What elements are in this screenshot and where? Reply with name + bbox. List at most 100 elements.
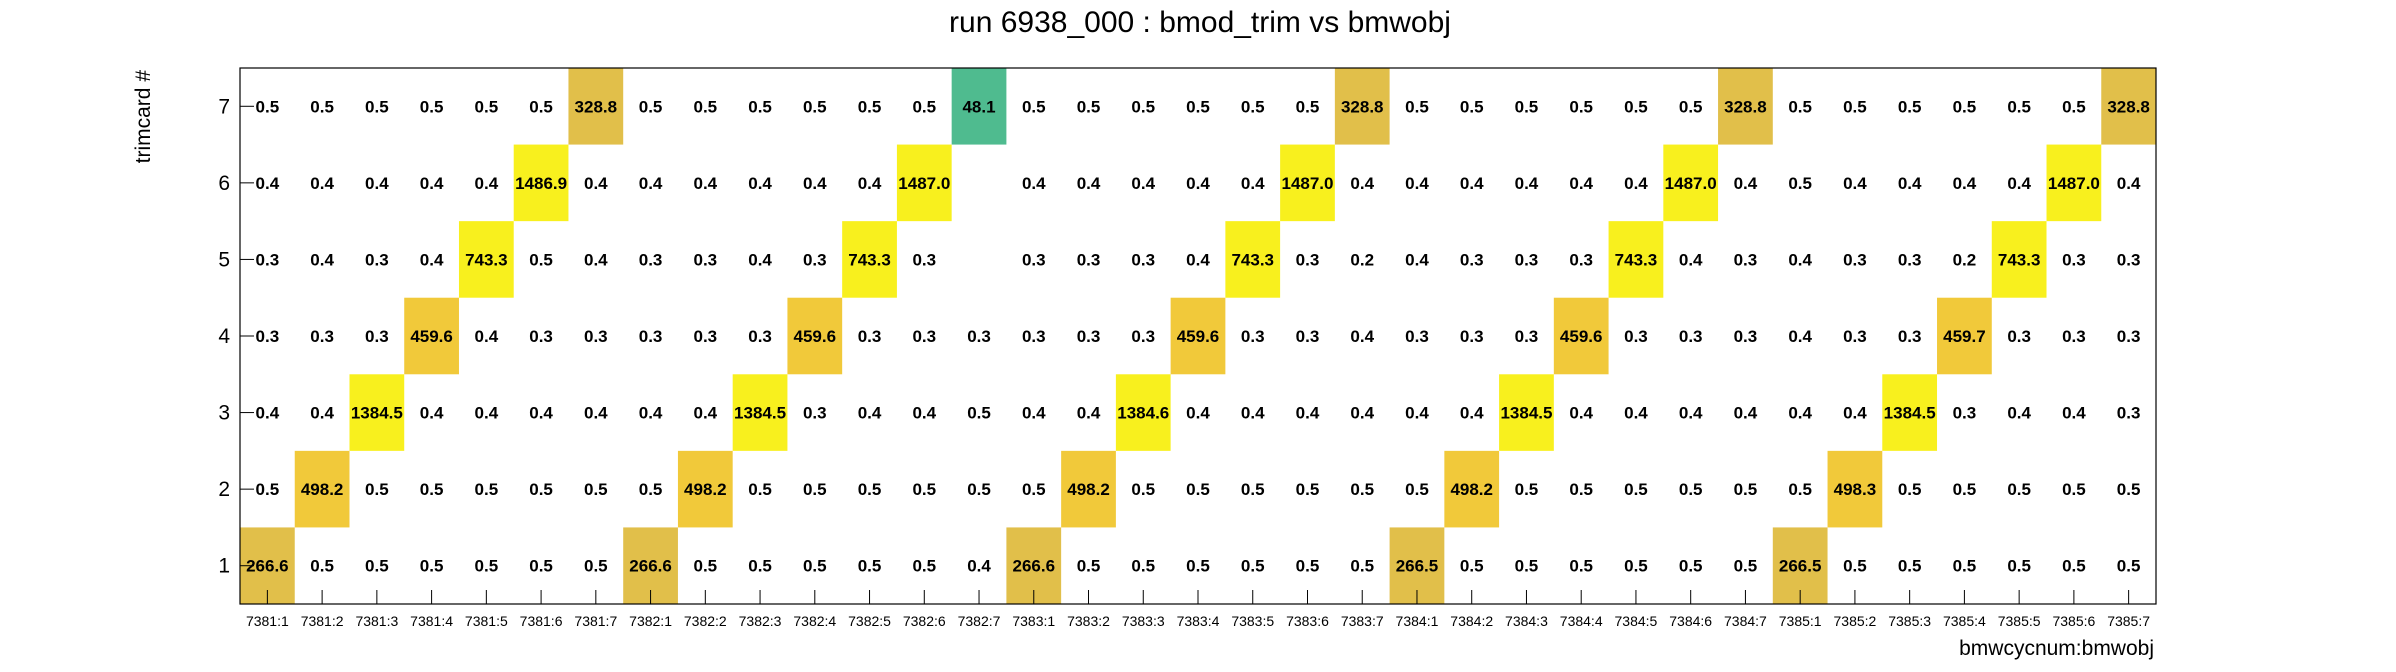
cell-value-label: 0.4 xyxy=(1405,250,1429,269)
cell-value-label: 1384.5 xyxy=(734,404,786,423)
heatmap-cell xyxy=(1061,450,1116,528)
x-tick-label: 7381:1 xyxy=(246,613,289,629)
cell-value-label: 0.5 xyxy=(529,250,553,269)
cell-value-label: 0.5 xyxy=(858,557,882,576)
cell-value-label: 0.5 xyxy=(2007,97,2031,116)
cell-value-label: 0.4 xyxy=(858,174,882,193)
cell-value-label: 0.5 xyxy=(1788,480,1812,499)
x-tick-label: 7384:4 xyxy=(1560,613,1603,629)
cell-value-label: 0.4 xyxy=(1077,174,1101,193)
cell-value-label: 498.2 xyxy=(1067,480,1110,499)
cell-value-label: 0.4 xyxy=(2062,404,2086,423)
cell-value-label: 1384.5 xyxy=(1500,404,1552,423)
cell-value-label: 0.5 xyxy=(2007,480,2031,499)
heatmap-cell xyxy=(1718,68,1773,145)
x-tick-label: 7383:4 xyxy=(1177,613,1220,629)
cell-value-label: 0.5 xyxy=(1898,97,1922,116)
cell-value-label: 0.2 xyxy=(1953,250,1977,269)
cell-value-label: 1487.0 xyxy=(898,174,950,193)
cell-value-label: 0.5 xyxy=(967,480,991,499)
cell-value-label: 0.3 xyxy=(912,250,936,269)
x-tick-label: 7382:3 xyxy=(739,613,782,629)
cell-value-label: 0.4 xyxy=(310,250,334,269)
cell-value-label: 743.3 xyxy=(848,250,891,269)
cell-value-label: 0.4 xyxy=(1624,174,1648,193)
cell-value-label: 0.5 xyxy=(1022,480,1046,499)
x-tick-label: 7381:3 xyxy=(355,613,398,629)
cell-value-label: 0.4 xyxy=(2007,174,2031,193)
cell-value-label: 0.3 xyxy=(529,327,553,346)
cell-value-label: 0.5 xyxy=(584,480,608,499)
cell-value-label: 0.5 xyxy=(1241,480,1265,499)
cell-value-label: 0.4 xyxy=(693,174,717,193)
cell-value-label: 0.5 xyxy=(365,557,389,576)
cell-value-label: 0.3 xyxy=(1241,327,1265,346)
x-tick-label: 7385:4 xyxy=(1943,613,1986,629)
cell-value-label: 0.4 xyxy=(1405,174,1429,193)
heatmap-cell xyxy=(1170,297,1226,375)
heatmap-cell xyxy=(1827,450,1883,528)
cell-value-label: 0.4 xyxy=(1515,174,1539,193)
cell-value-label: 0.4 xyxy=(584,174,608,193)
cell-value-label: 0.5 xyxy=(1843,97,1867,116)
cell-value-label: 0.5 xyxy=(1460,97,1484,116)
y-tick-label: 3 xyxy=(218,402,230,425)
cell-value-label: 498.2 xyxy=(1450,480,1493,499)
cell-value-label: 266.6 xyxy=(246,557,289,576)
cell-value-label: 48.1 xyxy=(962,97,995,116)
cell-value-label: 459.6 xyxy=(1560,327,1603,346)
cell-value-label: 0.5 xyxy=(365,97,389,116)
cell-value-label: 0.5 xyxy=(310,557,334,576)
cell-value-label: 328.8 xyxy=(1724,97,1767,116)
cell-value-label: 0.5 xyxy=(256,97,280,116)
y-tick-label: 2 xyxy=(218,478,230,501)
heatmap-cell xyxy=(1115,374,1171,451)
cell-value-label: 0.4 xyxy=(256,174,280,193)
cell-value-label: 0.4 xyxy=(1460,404,1484,423)
cell-value-label: 0.3 xyxy=(1515,327,1539,346)
cell-value-label: 0.4 xyxy=(1296,404,1320,423)
cell-value-label: 0.3 xyxy=(1624,327,1648,346)
cell-value-label: 459.7 xyxy=(1943,327,1986,346)
cell-value-label: 0.4 xyxy=(1679,404,1703,423)
cell-value-label: 498.2 xyxy=(684,480,727,499)
cell-value-label: 0.3 xyxy=(1131,250,1155,269)
cell-value-label: 0.5 xyxy=(748,557,772,576)
cell-value-label: 0.5 xyxy=(310,97,334,116)
cell-value-label: 0.4 xyxy=(1788,404,1812,423)
cell-value-label: 0.3 xyxy=(365,250,389,269)
x-tick-label: 7382:2 xyxy=(684,613,727,629)
cell-value-label: 0.4 xyxy=(475,174,499,193)
y-tick-label: 7 xyxy=(218,95,230,118)
cell-value-label: 743.3 xyxy=(1998,250,2041,269)
cell-value-label: 0.4 xyxy=(1843,174,1867,193)
x-tick-label: 7382:1 xyxy=(629,613,672,629)
cell-value-label: 0.3 xyxy=(803,250,827,269)
cell-value-label: 0.3 xyxy=(2062,327,2086,346)
cell-value-label: 0.5 xyxy=(1405,97,1429,116)
cell-value-label: 0.4 xyxy=(1405,404,1429,423)
cell-value-label: 0.5 xyxy=(475,97,499,116)
chart-title: run 6938_000 : bmod_trim vs bmwobj xyxy=(949,6,1451,39)
cell-value-label: 0.5 xyxy=(1515,480,1539,499)
cell-value-label: 0.5 xyxy=(1350,480,1374,499)
cell-value-label: 0.4 xyxy=(1241,174,1265,193)
heatmap-cell xyxy=(458,221,514,298)
heatmap-cell xyxy=(732,374,788,451)
cell-value-label: 0.4 xyxy=(912,404,936,423)
cell-value-label: 0.5 xyxy=(1624,557,1648,576)
cell-value-label: 0.4 xyxy=(420,404,444,423)
cell-value-label: 0.5 xyxy=(639,97,663,116)
heatmap-cell xyxy=(2101,68,2156,145)
cell-value-label: 0.3 xyxy=(1022,327,1046,346)
cell-value-label: 0.3 xyxy=(1898,327,1922,346)
x-tick-label: 7382:4 xyxy=(793,613,836,629)
cell-value-label: 0.4 xyxy=(748,174,772,193)
cell-value-label: 0.3 xyxy=(1077,250,1101,269)
cell-value-label: 328.8 xyxy=(575,97,618,116)
cell-value-label: 0.4 xyxy=(1022,174,1046,193)
cell-value-label: 0.5 xyxy=(803,480,827,499)
x-tick-label: 7383:3 xyxy=(1122,613,1165,629)
cell-value-label: 0.3 xyxy=(256,250,280,269)
cell-value-label: 0.4 xyxy=(1241,404,1265,423)
